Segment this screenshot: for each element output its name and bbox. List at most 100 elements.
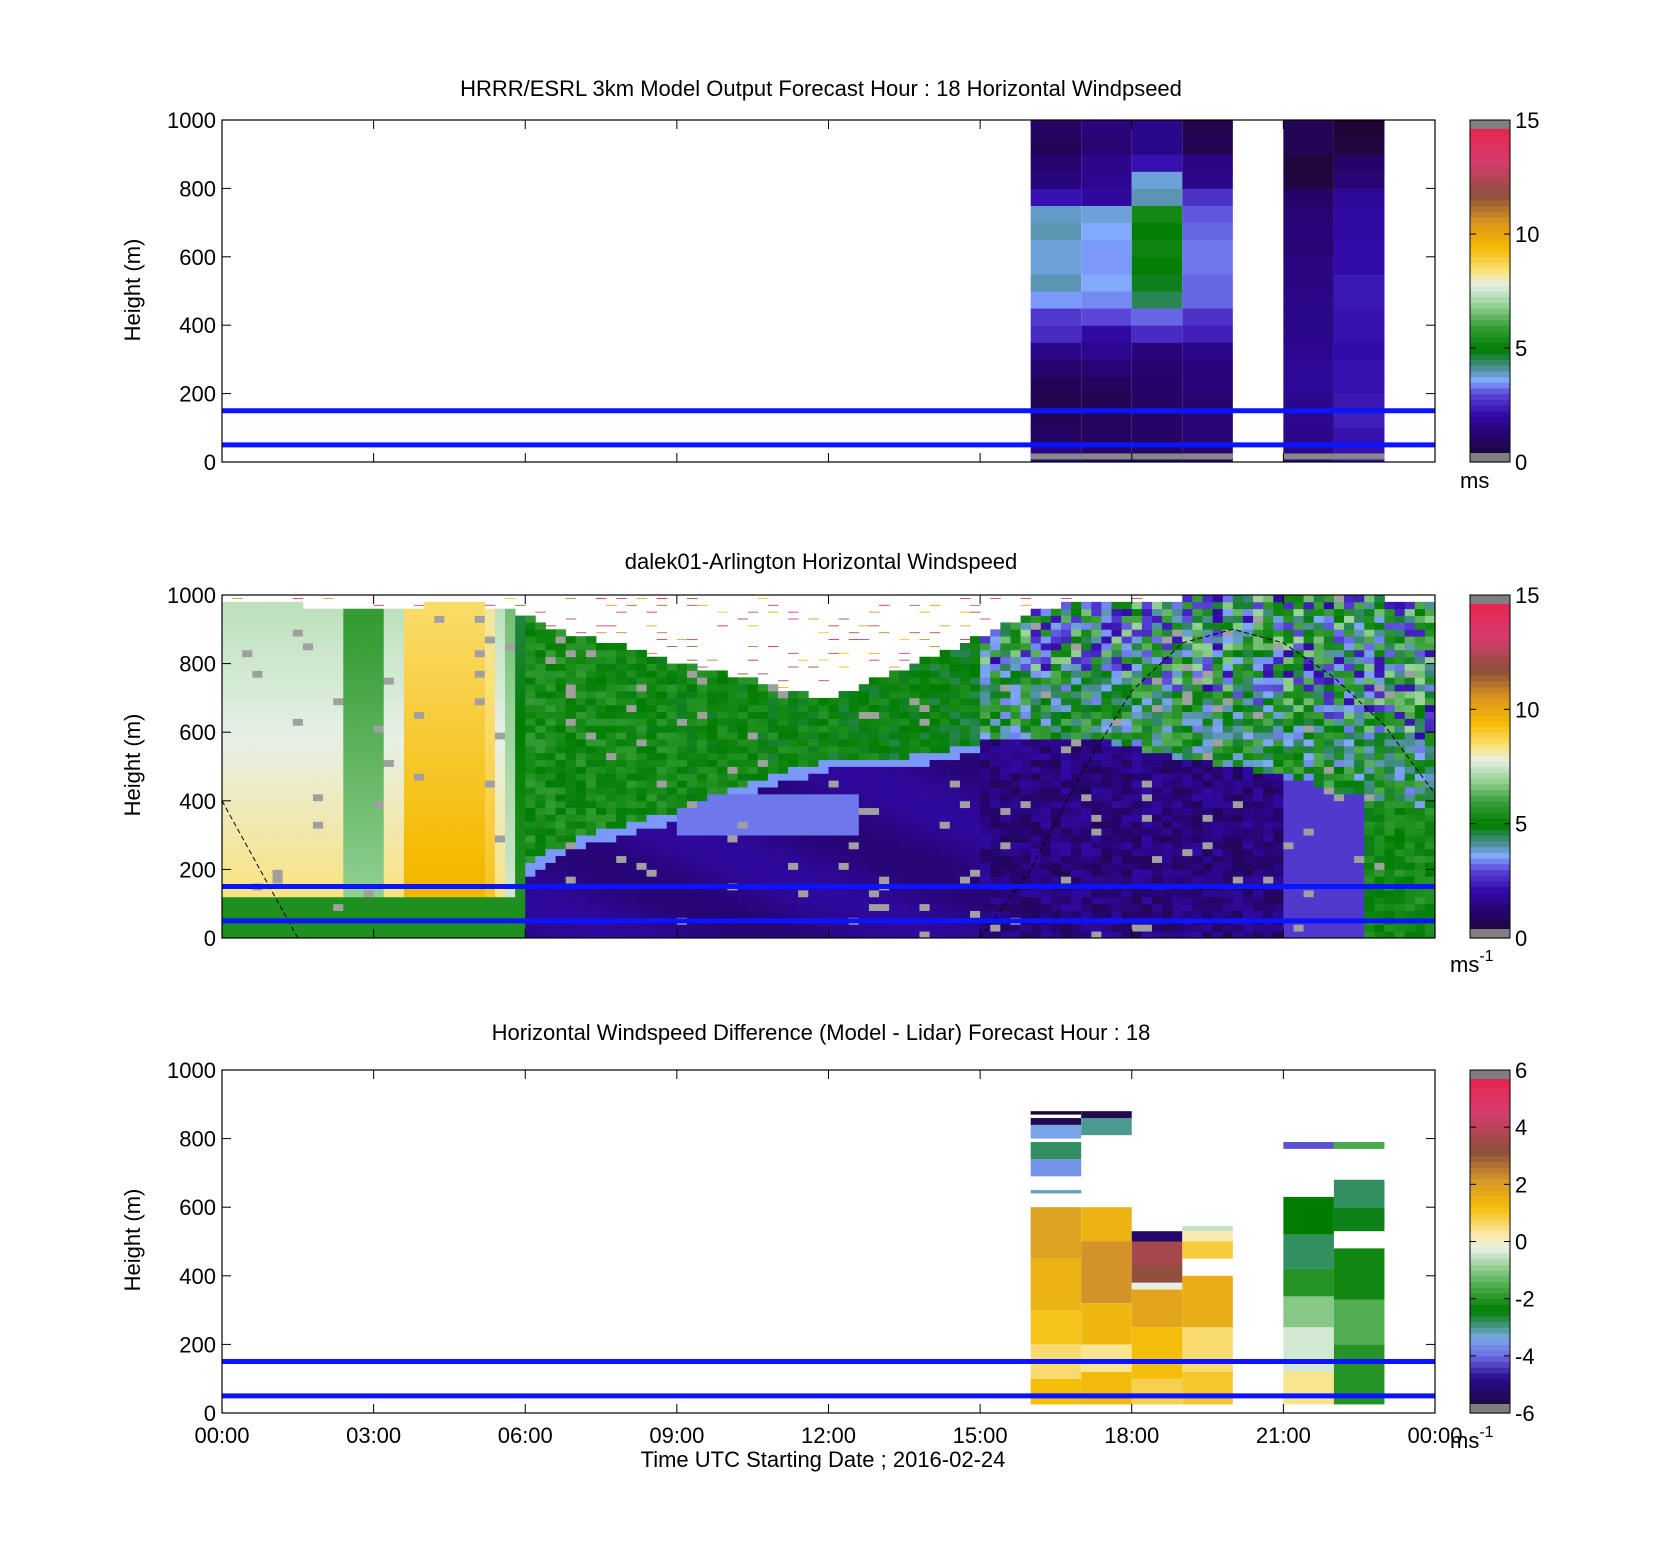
lidar-cell xyxy=(1151,855,1163,863)
lidar-cell xyxy=(868,855,880,863)
colorbar-swatch xyxy=(1470,137,1510,144)
lidar-cell xyxy=(1040,766,1052,774)
lidar-cell xyxy=(858,910,870,918)
lidar-cell xyxy=(858,807,870,815)
lidar-cell xyxy=(939,725,951,733)
lidar-cell xyxy=(737,759,749,767)
lidar-cell xyxy=(1222,684,1234,692)
lidar-cell xyxy=(363,835,375,843)
lidar-cell xyxy=(585,814,597,822)
lidar-cell xyxy=(1111,931,1123,939)
lidar-cell xyxy=(1020,807,1032,815)
lidar-cell xyxy=(1212,841,1224,850)
lidar-cell xyxy=(757,773,769,781)
lidar-cell xyxy=(858,725,870,733)
lidar-cell xyxy=(949,793,961,802)
lidar-cell xyxy=(899,862,910,870)
lidar-cell xyxy=(970,752,981,761)
lidar-cell xyxy=(818,896,829,905)
lidar-cell xyxy=(464,800,476,809)
lidar-cell xyxy=(525,759,536,767)
lidar-cell xyxy=(363,615,375,623)
lidar-cell xyxy=(1030,835,1042,843)
lidar-cell xyxy=(454,807,465,815)
lidar-cell xyxy=(333,841,344,850)
lidar-cell xyxy=(484,677,496,685)
lidar-cell xyxy=(788,739,799,747)
lidar-cell xyxy=(1232,903,1244,911)
lidar-cell xyxy=(1010,704,1021,713)
lidar-cell xyxy=(1060,821,1072,829)
lidar-cell xyxy=(454,601,465,610)
lidar-cell xyxy=(970,807,981,815)
colorbar-swatch xyxy=(1470,422,1510,429)
lidar-cell xyxy=(686,773,698,781)
lidar-cell xyxy=(1091,608,1102,616)
lidar-cell xyxy=(636,684,647,692)
lidar-cell xyxy=(676,896,688,905)
lidar-cell xyxy=(626,876,637,884)
lidar-cell xyxy=(1020,924,1032,932)
lidar-cell xyxy=(697,903,708,911)
lidar-cell xyxy=(262,663,273,671)
lidar-cell xyxy=(1000,862,1011,870)
lidar-cell xyxy=(1242,780,1254,788)
lidar-cell xyxy=(312,629,324,637)
lidar-cell xyxy=(393,807,405,815)
lidar-cell xyxy=(777,780,789,788)
lidar-cell xyxy=(1162,787,1173,795)
lidar-cell xyxy=(474,656,486,664)
lidar-cell xyxy=(777,876,789,884)
lidar-cell xyxy=(980,670,991,678)
lidar-cell xyxy=(535,656,546,664)
lidar-cell xyxy=(424,622,435,630)
lidar-cell xyxy=(656,677,668,685)
lidar-cell xyxy=(818,725,829,733)
lidar-cell xyxy=(383,608,395,616)
lidar-cell xyxy=(697,732,708,740)
lidar-cell xyxy=(1253,855,1264,863)
lidar-cell xyxy=(858,903,870,911)
lidar-cell xyxy=(555,759,567,767)
lidar-cell xyxy=(434,766,445,774)
lidar-cell xyxy=(282,807,294,815)
lidar-cell xyxy=(707,835,718,843)
lidar-cell xyxy=(1212,595,1224,603)
lidar-cell xyxy=(222,739,233,747)
lidar-cell xyxy=(434,601,445,610)
lidar-cell xyxy=(373,691,385,699)
lidar-cell xyxy=(1121,773,1133,781)
lidar-cell xyxy=(403,622,415,630)
lidar-cell xyxy=(272,931,284,939)
panel-model-colorbar-unit: ms xyxy=(1460,468,1489,493)
lidar-cell xyxy=(272,615,284,623)
lidar-cell xyxy=(1162,855,1173,863)
lidar-cell xyxy=(959,704,971,713)
lidar-cell xyxy=(515,643,526,651)
lidar-cell xyxy=(434,656,445,664)
lidar-cell xyxy=(838,848,850,857)
lidar-cell xyxy=(666,787,678,795)
lidar-cell xyxy=(1040,828,1052,836)
lidar-cell xyxy=(282,752,294,761)
lidar-cell xyxy=(1060,814,1072,822)
lidar-cell xyxy=(1091,622,1102,630)
lidar-cell xyxy=(949,704,961,713)
lidar-cell xyxy=(848,889,860,898)
lidar-cell xyxy=(494,910,506,918)
lidar-cell xyxy=(1071,814,1082,822)
lidar-cell xyxy=(1212,910,1224,918)
lidar-cell xyxy=(1202,697,1214,706)
lidar-cell xyxy=(252,800,263,809)
model-cell xyxy=(1131,120,1183,138)
lidar-cell xyxy=(606,787,617,795)
lidar-cell xyxy=(707,924,718,932)
lidar-cell xyxy=(242,931,253,939)
lidar-cell xyxy=(1071,931,1082,939)
lidar-cell xyxy=(1071,622,1082,630)
lidar-cell xyxy=(1202,841,1214,850)
lidar-cell xyxy=(232,862,243,870)
lidar-cell xyxy=(848,725,860,733)
lidar-cell xyxy=(333,732,344,740)
lidar-cell xyxy=(272,889,284,898)
